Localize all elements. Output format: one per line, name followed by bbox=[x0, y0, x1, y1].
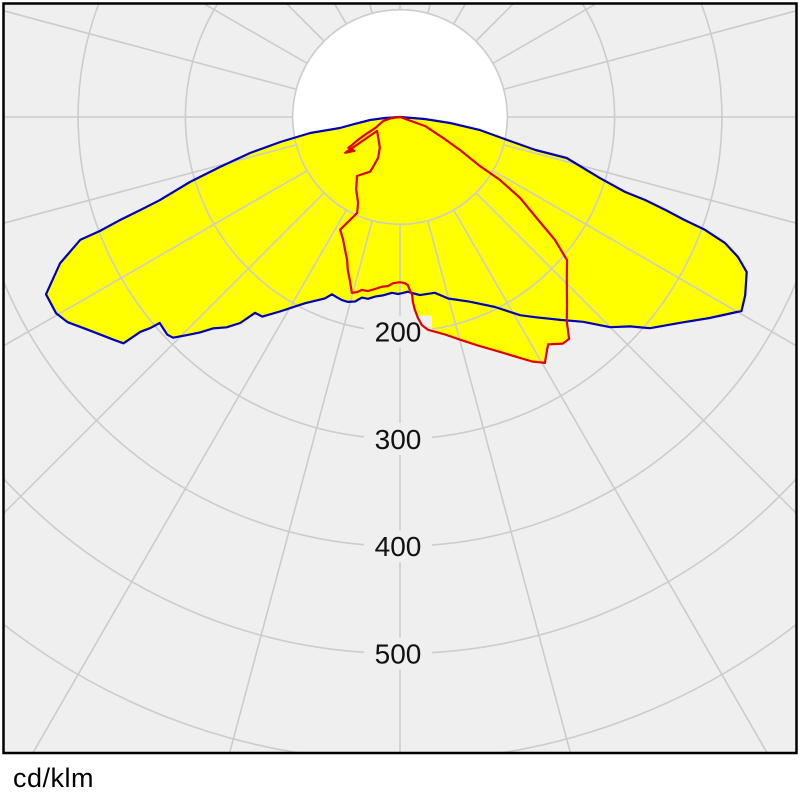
polar-diagram-frame: 200 300 400 500 bbox=[2, 2, 798, 755]
radial-line-300 bbox=[3, 169, 308, 348]
radial-line-285 bbox=[3, 143, 297, 225]
intensity-fill bbox=[46, 117, 747, 363]
ring-labels: 200 300 400 500 bbox=[364, 315, 432, 670]
curve-C0-C180 plane bbox=[44, 115, 748, 345]
radial-line-255 bbox=[3, 9, 297, 91]
radial-line-330 bbox=[31, 209, 348, 753]
radial-line-105 bbox=[503, 9, 797, 91]
radial-line-315 bbox=[3, 192, 325, 516]
ring-label-300: 300 bbox=[375, 424, 422, 455]
unit-label: cd/klm bbox=[13, 763, 95, 793]
radial-line-75 bbox=[503, 143, 797, 225]
fill-C90-C270 plane bbox=[340, 117, 570, 363]
ring-label-200: 200 bbox=[375, 317, 422, 348]
ring-label-500: 500 bbox=[375, 639, 422, 670]
radial-line-60 bbox=[492, 169, 797, 348]
plot-border bbox=[2, 2, 798, 755]
plot-area: 200 300 400 500 bbox=[3, 3, 797, 753]
polar-diagram-canvas: 200 300 400 500 bbox=[2, 2, 798, 755]
ring-label-backdrop bbox=[364, 530, 432, 563]
curve-C90-C270 plane bbox=[339, 115, 571, 364]
radial-line-45 bbox=[475, 192, 797, 516]
radial-line-15 bbox=[426, 220, 572, 753]
ring-label-backdrop bbox=[364, 637, 432, 670]
ring-label-backdrop bbox=[364, 422, 432, 455]
radial-line-345 bbox=[228, 220, 374, 753]
radial-line-30 bbox=[452, 209, 769, 753]
ring-label-400: 400 bbox=[375, 531, 422, 562]
